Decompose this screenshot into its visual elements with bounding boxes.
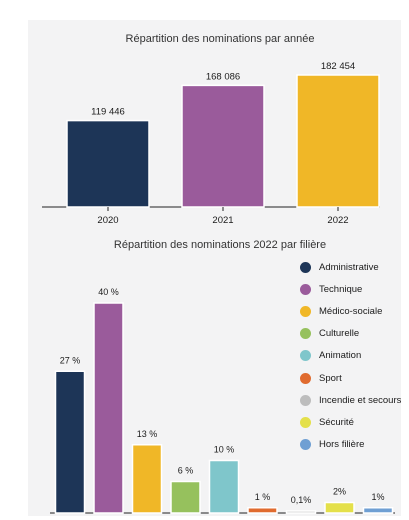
- chart2-value-label: 0,1%: [291, 495, 312, 505]
- legend-item: Sécurité: [300, 414, 354, 430]
- chart2-bar: [247, 507, 278, 514]
- chart1-bar: [66, 119, 150, 208]
- chart1-tick-label: 2022: [327, 215, 348, 226]
- legend-label: Sécurité: [319, 416, 354, 428]
- legend-item: Hors filière: [300, 437, 364, 453]
- chart1-value-label: 182 454: [321, 61, 355, 72]
- chart1-value-label: 168 086: [206, 71, 240, 82]
- legend-item: Technique: [300, 281, 362, 297]
- legend-label: Médico-sociale: [319, 305, 383, 317]
- legend-label: Sport: [319, 372, 342, 384]
- legend-swatch: [300, 350, 311, 362]
- chart2-bar: [54, 370, 86, 514]
- legend-item: Animation: [300, 348, 361, 364]
- chart2-value-label: 2%: [333, 487, 346, 497]
- chart2-bar: [170, 480, 201, 514]
- chart2-bar: [324, 501, 355, 514]
- legend-item: Sport: [300, 370, 342, 386]
- legend-item: Administrative: [300, 259, 379, 275]
- legend-swatch: [300, 328, 311, 340]
- chart2-bar: [208, 459, 240, 514]
- chart2-value-label: 13 %: [137, 429, 158, 439]
- legend-swatch: [300, 416, 311, 428]
- chart2-bar: [131, 444, 163, 514]
- chart2-value-label: 1%: [371, 492, 384, 502]
- chart1-tick-label: 2020: [97, 215, 118, 226]
- legend-label: Hors filière: [319, 439, 365, 451]
- legend-item: Incendie et secours: [300, 392, 401, 408]
- legend-swatch: [300, 261, 311, 273]
- chart2-value-label: 10 %: [214, 445, 235, 455]
- chart2-value-label: 40 %: [98, 287, 119, 297]
- legend-swatch: [300, 394, 311, 406]
- legend-swatch: [300, 283, 311, 295]
- chart2-value-label: 1 %: [255, 492, 271, 502]
- legend-swatch: [300, 439, 311, 451]
- legend-item: Médico-sociale: [300, 303, 382, 319]
- legend-label: Incendie et secours: [319, 394, 402, 406]
- chart2-value-label: 6 %: [178, 466, 194, 476]
- chart2-title: Répartition des nominations 2022 par fil…: [113, 239, 327, 251]
- chart1-value-label: 119 446: [91, 107, 125, 118]
- legend-label: Administrative: [319, 261, 379, 273]
- chart2-bar: [285, 510, 317, 514]
- legend-item: Culturelle: [300, 326, 359, 342]
- chart1-tick-label: 2021: [212, 215, 233, 226]
- chart2-bar: [93, 302, 124, 514]
- legend-label: Culturelle: [319, 328, 360, 340]
- chart2-value-label: 27 %: [60, 355, 81, 365]
- legend-label: Animation: [319, 350, 362, 362]
- chart1-bar: [181, 84, 265, 208]
- legend-label: Technique: [319, 283, 363, 295]
- legend-swatch: [300, 305, 311, 317]
- chart2-bar: [362, 507, 394, 514]
- legend-swatch: [300, 372, 311, 384]
- chart1-svg: 119 446 2020 168 086 2021 182 454 2022: [42, 61, 380, 226]
- chart1-title: Répartition des nominations par année: [125, 33, 315, 45]
